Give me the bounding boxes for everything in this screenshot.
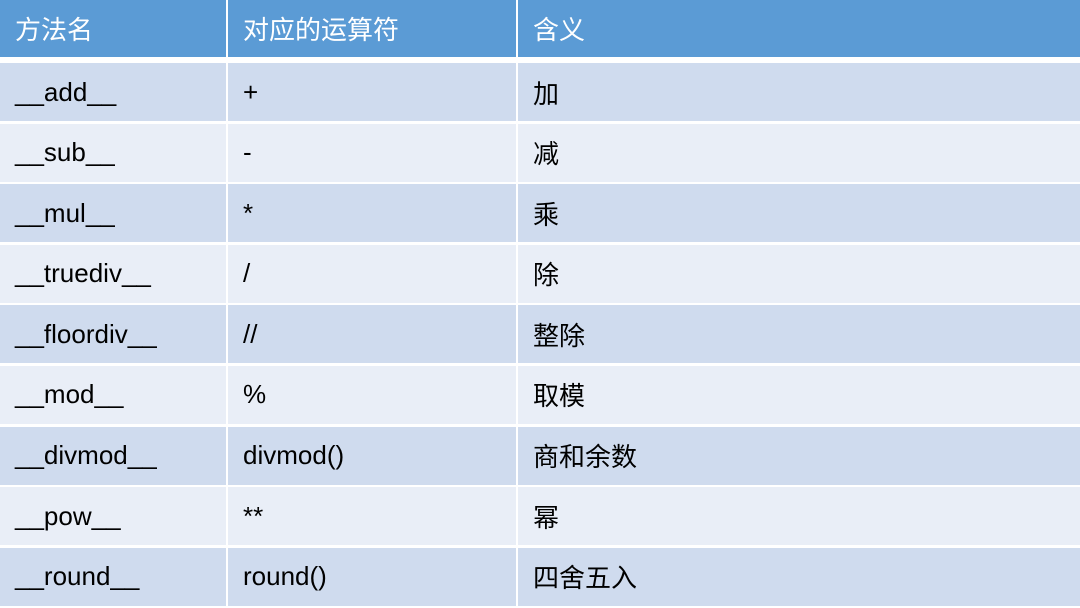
operator-cell: + bbox=[228, 63, 518, 121]
table-row: __mul__ * 乘 bbox=[0, 184, 1080, 243]
method-cell: __divmod__ bbox=[0, 426, 228, 485]
operator-cell: divmod() bbox=[228, 426, 518, 485]
table-row: __divmod__ divmod() 商和余数 bbox=[0, 426, 1080, 485]
meaning-cell: 除 bbox=[518, 244, 1080, 303]
operator-cell: - bbox=[228, 123, 518, 182]
operator-cell: // bbox=[228, 305, 518, 364]
table-row: __add__ + 加 bbox=[0, 63, 1080, 121]
table-row: __truediv__ / 除 bbox=[0, 244, 1080, 303]
meaning-cell: 取模 bbox=[518, 365, 1080, 424]
operator-cell: % bbox=[228, 365, 518, 424]
meaning-cell: 商和余数 bbox=[518, 426, 1080, 485]
method-cell: __add__ bbox=[0, 63, 228, 121]
table-row: __mod__% 取模 bbox=[0, 365, 1080, 424]
meaning-cell: 幂 bbox=[518, 487, 1080, 546]
header-operator: 对应的运算符 bbox=[228, 0, 518, 57]
meaning-cell: 四舍五入 bbox=[518, 547, 1080, 606]
method-cell: __sub__ bbox=[0, 123, 228, 182]
operator-cell: ** bbox=[228, 487, 518, 546]
table-header-row: 方法名 对应的运算符 含义 bbox=[0, 0, 1080, 57]
method-cell: __floordiv__ bbox=[0, 305, 228, 364]
operator-cell: * bbox=[228, 184, 518, 243]
table-row: __floordiv__//整除 bbox=[0, 305, 1080, 364]
method-cell: __mod__ bbox=[0, 365, 228, 424]
operator-cell: / bbox=[228, 244, 518, 303]
method-cell: __truediv__ bbox=[0, 244, 228, 303]
header-method-name: 方法名 bbox=[0, 0, 228, 57]
method-cell: __round__ bbox=[0, 547, 228, 606]
meaning-cell: 整除 bbox=[518, 305, 1080, 364]
table-row: __pow__ ** 幂 bbox=[0, 487, 1080, 546]
method-cell: __pow__ bbox=[0, 487, 228, 546]
header-meaning: 含义 bbox=[518, 0, 1080, 57]
meaning-cell: 乘 bbox=[518, 184, 1080, 243]
table-row: __sub__ - 减 bbox=[0, 123, 1080, 182]
method-cell: __mul__ bbox=[0, 184, 228, 243]
operator-cell: round() bbox=[228, 547, 518, 606]
table-row: __round__ round() 四舍五入 bbox=[0, 547, 1080, 606]
meaning-cell: 加 bbox=[518, 63, 1080, 121]
meaning-cell: 减 bbox=[518, 123, 1080, 182]
